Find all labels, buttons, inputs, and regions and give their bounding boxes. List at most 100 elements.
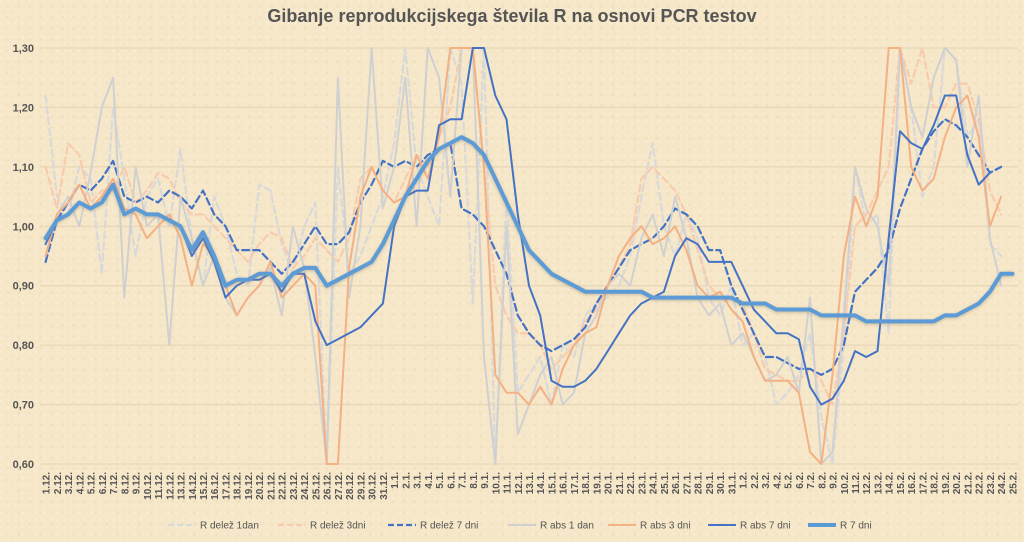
x-tick-label: 7.12. [109,472,120,494]
x-tick-label: 28.12. [345,472,356,500]
x-tick-label: 17.1. [570,472,581,494]
x-tick-label: 26.12. [323,472,334,500]
series-line-4 [44,47,1003,465]
x-tick-label: 14.1. [536,472,547,494]
x-tick-label: 11.2. [851,472,862,494]
x-tick-label: 15.12. [199,472,210,500]
x-tick-label: 3.1. [413,472,424,489]
y-tick-label: 0,70 [13,400,34,412]
x-tick-label: 4.1. [424,472,435,489]
x-tick-label: 23.12. [289,472,300,500]
x-tick-label: 20.2. [952,472,963,494]
x-tick-label: 7.2. [806,472,817,489]
x-tick-label: 31.1. [727,472,738,494]
x-tick-label: 19.1. [592,472,603,494]
x-tick-label: 12.2. [862,472,873,494]
x-tick-label: 3.2. [761,472,772,489]
x-tick-label: 6.2. [795,472,806,489]
x-tick-label: 16.12. [210,472,221,500]
x-tick-label: 25.2. [1008,472,1019,494]
x-tick-label: 16.2. [907,472,918,494]
x-tick-label: 13.2. [873,472,884,494]
x-tick-label: 11.1. [503,472,514,494]
x-tick-label: 22.12. [278,472,289,500]
x-tick-label: 7.1. [458,472,469,489]
x-tick-label: 20.12. [255,472,266,500]
series-line-5 [44,47,1003,465]
legend: R delež 1dan R delež 3dni R delež 7 dni R a… [168,521,872,532]
x-tick-label: 10.1. [491,472,502,494]
x-tick-label: 30.1. [716,472,727,494]
x-tick-label: 25.1. [660,472,671,494]
x-tick-label: 17.2. [918,472,929,494]
x-tick-label: 22.1. [626,472,637,494]
y-axis: 0,60 0,70 0,80 0,90 1,00 1,10 1,20 1,30 [13,43,34,471]
x-tick-label: 1.12. [42,472,53,494]
y-tick-label: 1,30 [13,43,34,55]
x-tick-label: 11.12. [154,472,165,499]
series-layer [43,47,1015,465]
x-tick-label: 2.12. [53,472,64,494]
x-tick-label: 23.1. [637,472,648,494]
series-line-6 [44,47,991,406]
y-tick-label: 1,20 [13,102,34,114]
x-tick-label: 14.12. [188,472,199,500]
x-tick-label: 6.12. [98,472,109,494]
x-tick-label: 22.2. [975,472,986,494]
x-tick-label: 1.1. [390,472,401,489]
y-tick-label: 0,80 [13,340,34,352]
x-tick-label: 16.1. [559,472,570,494]
x-tick-label: 19.2. [941,472,952,494]
x-tick-label: 24.12. [300,472,311,500]
y-tick-label: 1,10 [13,162,34,174]
x-tick-label: 3.12. [64,472,75,494]
legend-label: R delež 7 dni [420,521,478,532]
x-tick-label: 30.12. [368,472,379,500]
x-tick-label: 15.2. [896,472,907,494]
y-tick-label: 0,90 [13,281,34,293]
y-tick-label: 0,60 [13,459,34,471]
x-tick-label: 31.12. [379,472,390,500]
x-tick-label: 13.12. [177,472,188,500]
x-tick-label: 2.2. [750,472,761,489]
x-tick-label: 18.12. [233,472,244,500]
x-tick-label: 21.1. [615,472,626,494]
grid-layer [40,47,1018,465]
legend-label: R abs 1 dan [540,521,594,532]
x-tick-label: 8.2. [817,472,828,489]
x-tick-label: 21.12. [266,472,277,500]
x-tick-label: 24.1. [649,472,660,494]
x-tick-label: 9.1. [480,472,491,489]
legend-label: R delež 1dan [200,521,259,532]
x-tick-label: 13.1. [525,472,536,494]
x-tick-label: 5.12. [87,472,98,494]
x-tick-label: 15.1. [547,472,558,494]
x-tick-label: 19.12. [244,472,255,500]
x-tick-label: 18.2. [930,472,941,494]
x-tick-label: 9.12. [132,472,143,494]
x-tick-label: 5.2. [784,472,795,489]
x-tick-label: 29.12. [356,472,367,500]
x-tick-label: 17.12. [221,472,232,500]
series-line-1 [44,47,1003,465]
x-tick-label: 27.1. [682,472,693,494]
x-tick-label: 20.1. [604,472,615,494]
y-tick-label: 1,00 [13,221,34,233]
x-tick-label: 28.1. [694,472,705,494]
legend-label: R abs 7 dni [740,521,791,532]
x-tick-label: 10.12. [143,472,154,500]
x-tick-label: 8.1. [469,472,480,489]
x-tick-label: 12.1. [514,472,525,494]
x-tick-label: 14.2. [885,472,896,494]
x-tick-label: 10.2. [840,472,851,494]
series-line-7 [43,135,1015,324]
chart-title: Gibanje reprodukcijskega števila R na os… [267,6,757,26]
x-tick-label: 4.2. [772,472,783,489]
x-axis: 1.12. 2.12. 3.12. 4.12. 5.12. 6.12. 7.12. 8.12.… [42,472,1020,500]
legend-label: R abs 3 dni [640,521,691,532]
x-tick-label: 24.2. [997,472,1008,494]
x-tick-label: 21.2. [963,472,974,494]
x-tick-label: 26.1. [671,472,682,494]
x-tick-label: 18.1. [581,472,592,494]
legend-label: R 7 dni [840,521,872,532]
